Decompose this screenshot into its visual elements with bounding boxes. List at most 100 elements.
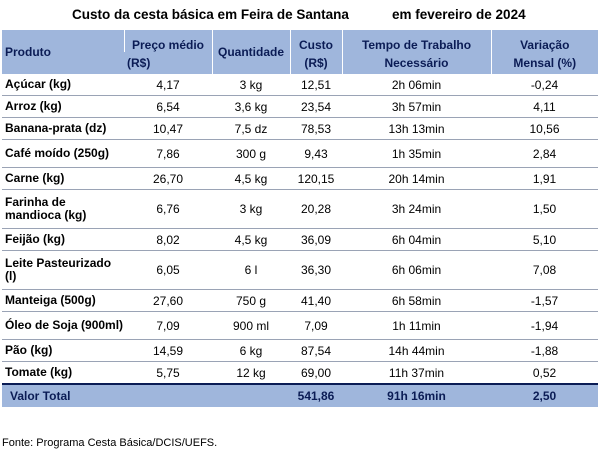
- cell-preco: 6,54: [124, 95, 212, 118]
- cell-tempo: 1h 35min: [342, 139, 491, 168]
- cell-quantidade: 6 l: [212, 250, 290, 290]
- table-row: Leite Pasteurizado (l) 6,05 6 l 36,30 6h…: [2, 250, 598, 290]
- cell-quantidade: 7,5 dz: [212, 117, 290, 140]
- cell-custo: 87,54: [290, 339, 342, 362]
- cell-preco: 7,86: [124, 139, 212, 168]
- cell-quantidade: 300 g: [212, 139, 290, 168]
- cell-tempo: 11h 37min: [342, 361, 491, 385]
- cell-preco: 4,17: [124, 74, 212, 96]
- header-produto: Produto: [2, 30, 124, 74]
- table-row: Manteiga (500g) 27,60 750 g 41,40 6h 58m…: [2, 289, 598, 312]
- price-table: Produto Preço médio Quantidade Custo Tem…: [2, 30, 598, 407]
- table-row: Carne (kg) 26,70 4,5 kg 120,15 20h 14min…: [2, 167, 598, 190]
- cell-tempo: 14h 44min: [342, 339, 491, 362]
- cell-produto: Carne (kg): [2, 167, 124, 190]
- cell-custo: 78,53: [290, 117, 342, 140]
- cell-produto: Óleo de Soja (900ml): [2, 311, 124, 340]
- cell-produto: Leite Pasteurizado (l): [2, 250, 124, 290]
- total-tempo: 91h 16min: [342, 383, 491, 407]
- cell-preco: 7,09: [124, 311, 212, 340]
- header-preco-line1: Preço médio: [123, 30, 212, 52]
- table-row: Tomate (kg) 5,75 12 kg 69,00 11h 37min 0…: [2, 361, 598, 385]
- cell-tempo: 20h 14min: [342, 167, 491, 190]
- table-row: Óleo de Soja (900ml) 7,09 900 ml 7,09 1h…: [2, 311, 598, 340]
- cell-preco: 6,76: [124, 189, 212, 229]
- header-preco-line2: (R$): [124, 52, 212, 74]
- title-period: em fevereiro de 2024: [392, 7, 526, 22]
- table-row: Farinha de mandioca (kg) 6,76 3 kg 20,28…: [2, 189, 598, 229]
- cell-preco: 5,75: [124, 361, 212, 385]
- cell-variacao: 5,10: [491, 228, 598, 251]
- cell-quantidade: 900 ml: [212, 311, 290, 340]
- header-row-2: (R$) (R$) Necessário Mensal (%): [2, 52, 598, 74]
- cell-preco: 8,02: [124, 228, 212, 251]
- header-variacao-line1: Variação: [490, 30, 598, 52]
- total-label: Valor Total: [2, 383, 124, 407]
- cell-quantidade: 4,5 kg: [212, 228, 290, 251]
- cell-tempo: 1h 11min: [342, 311, 491, 340]
- header-custo-line2: (R$): [289, 52, 342, 74]
- cell-tempo: 6h 04min: [342, 228, 491, 251]
- header-tempo-line1: Tempo de Trabalho: [341, 30, 491, 52]
- total-variacao: 2,50: [491, 383, 598, 407]
- cell-quantidade: 3 kg: [212, 74, 290, 96]
- cell-quantidade: 3,6 kg: [212, 95, 290, 118]
- table-row: Açúcar (kg) 4,17 3 kg 12,51 2h 06min -0,…: [2, 74, 598, 96]
- cell-variacao: -0,24: [491, 74, 598, 96]
- cell-variacao: -1,94: [491, 311, 598, 340]
- cell-produto: Banana-prata (dz): [2, 117, 124, 140]
- cell-quantidade: 12 kg: [212, 361, 290, 385]
- cell-variacao: 10,56: [491, 117, 598, 140]
- total-empty-quantidade: [212, 383, 290, 407]
- cell-produto: Café moído (250g): [2, 139, 124, 168]
- header-tempo-line2: Necessário: [341, 52, 491, 74]
- cell-variacao: 7,08: [491, 250, 598, 290]
- cell-preco: 27,60: [124, 289, 212, 312]
- cell-custo: 7,09: [290, 311, 342, 340]
- cell-custo: 36,09: [290, 228, 342, 251]
- cell-tempo: 3h 57min: [342, 95, 491, 118]
- cell-tempo: 6h 58min: [342, 289, 491, 312]
- cell-produto: Farinha de mandioca (kg): [2, 189, 124, 229]
- cell-preco: 10,47: [124, 117, 212, 140]
- cell-tempo: 3h 24min: [342, 189, 491, 229]
- cell-produto: Manteiga (500g): [2, 289, 124, 312]
- table-row: Café moído (250g) 7,86 300 g 9,43 1h 35m…: [2, 139, 598, 168]
- cell-produto: Feijão (kg): [2, 228, 124, 251]
- cell-preco: 26,70: [124, 167, 212, 190]
- header-quantidade: Quantidade: [211, 30, 290, 74]
- cell-produto: Tomate (kg): [2, 361, 124, 385]
- cell-quantidade: 6 kg: [212, 339, 290, 362]
- source-footnote: Fonte: Programa Cesta Básica/DCIS/UEFS.: [2, 437, 218, 449]
- cell-quantidade: 750 g: [212, 289, 290, 312]
- page-title: Custo da cesta básica em Feira de Santan…: [0, 3, 600, 27]
- cell-produto: Pão (kg): [2, 339, 124, 362]
- cell-produto: Arroz (kg): [2, 95, 124, 118]
- cell-tempo: 6h 06min: [342, 250, 491, 290]
- cell-custo: 36,30: [290, 250, 342, 290]
- cell-custo: 20,28: [290, 189, 342, 229]
- cell-preco: 6,05: [124, 250, 212, 290]
- cell-variacao: 4,11: [491, 95, 598, 118]
- table-row: Pão (kg) 14,59 6 kg 87,54 14h 44min -1,8…: [2, 339, 598, 362]
- table-row: Banana-prata (dz) 10,47 7,5 dz 78,53 13h…: [2, 117, 598, 140]
- cell-quantidade: 3 kg: [212, 189, 290, 229]
- cell-custo: 41,40: [290, 289, 342, 312]
- total-empty-preco: [124, 383, 212, 407]
- cell-preco: 14,59: [124, 339, 212, 362]
- cell-custo: 120,15: [290, 167, 342, 190]
- header-variacao-line2: Mensal (%): [490, 52, 598, 74]
- cell-tempo: 2h 06min: [342, 74, 491, 96]
- total-custo: 541,86: [290, 383, 342, 407]
- total-row: Valor Total 541,86 91h 16min 2,50: [2, 383, 598, 407]
- cell-custo: 69,00: [290, 361, 342, 385]
- table-row: Arroz (kg) 6,54 3,6 kg 23,54 3h 57min 4,…: [2, 95, 598, 118]
- header-custo-line1: Custo: [289, 30, 342, 52]
- cell-custo: 9,43: [290, 139, 342, 168]
- cell-custo: 12,51: [290, 74, 342, 96]
- cell-variacao: 2,84: [491, 139, 598, 168]
- cell-variacao: 1,91: [491, 167, 598, 190]
- cell-variacao: -1,57: [491, 289, 598, 312]
- header-row-1: Produto Preço médio Quantidade Custo Tem…: [2, 30, 598, 74]
- cell-variacao: 1,50: [491, 189, 598, 229]
